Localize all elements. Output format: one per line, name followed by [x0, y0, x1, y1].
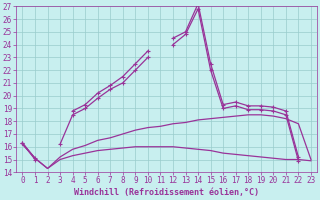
X-axis label: Windchill (Refroidissement éolien,°C): Windchill (Refroidissement éolien,°C)	[74, 188, 259, 197]
